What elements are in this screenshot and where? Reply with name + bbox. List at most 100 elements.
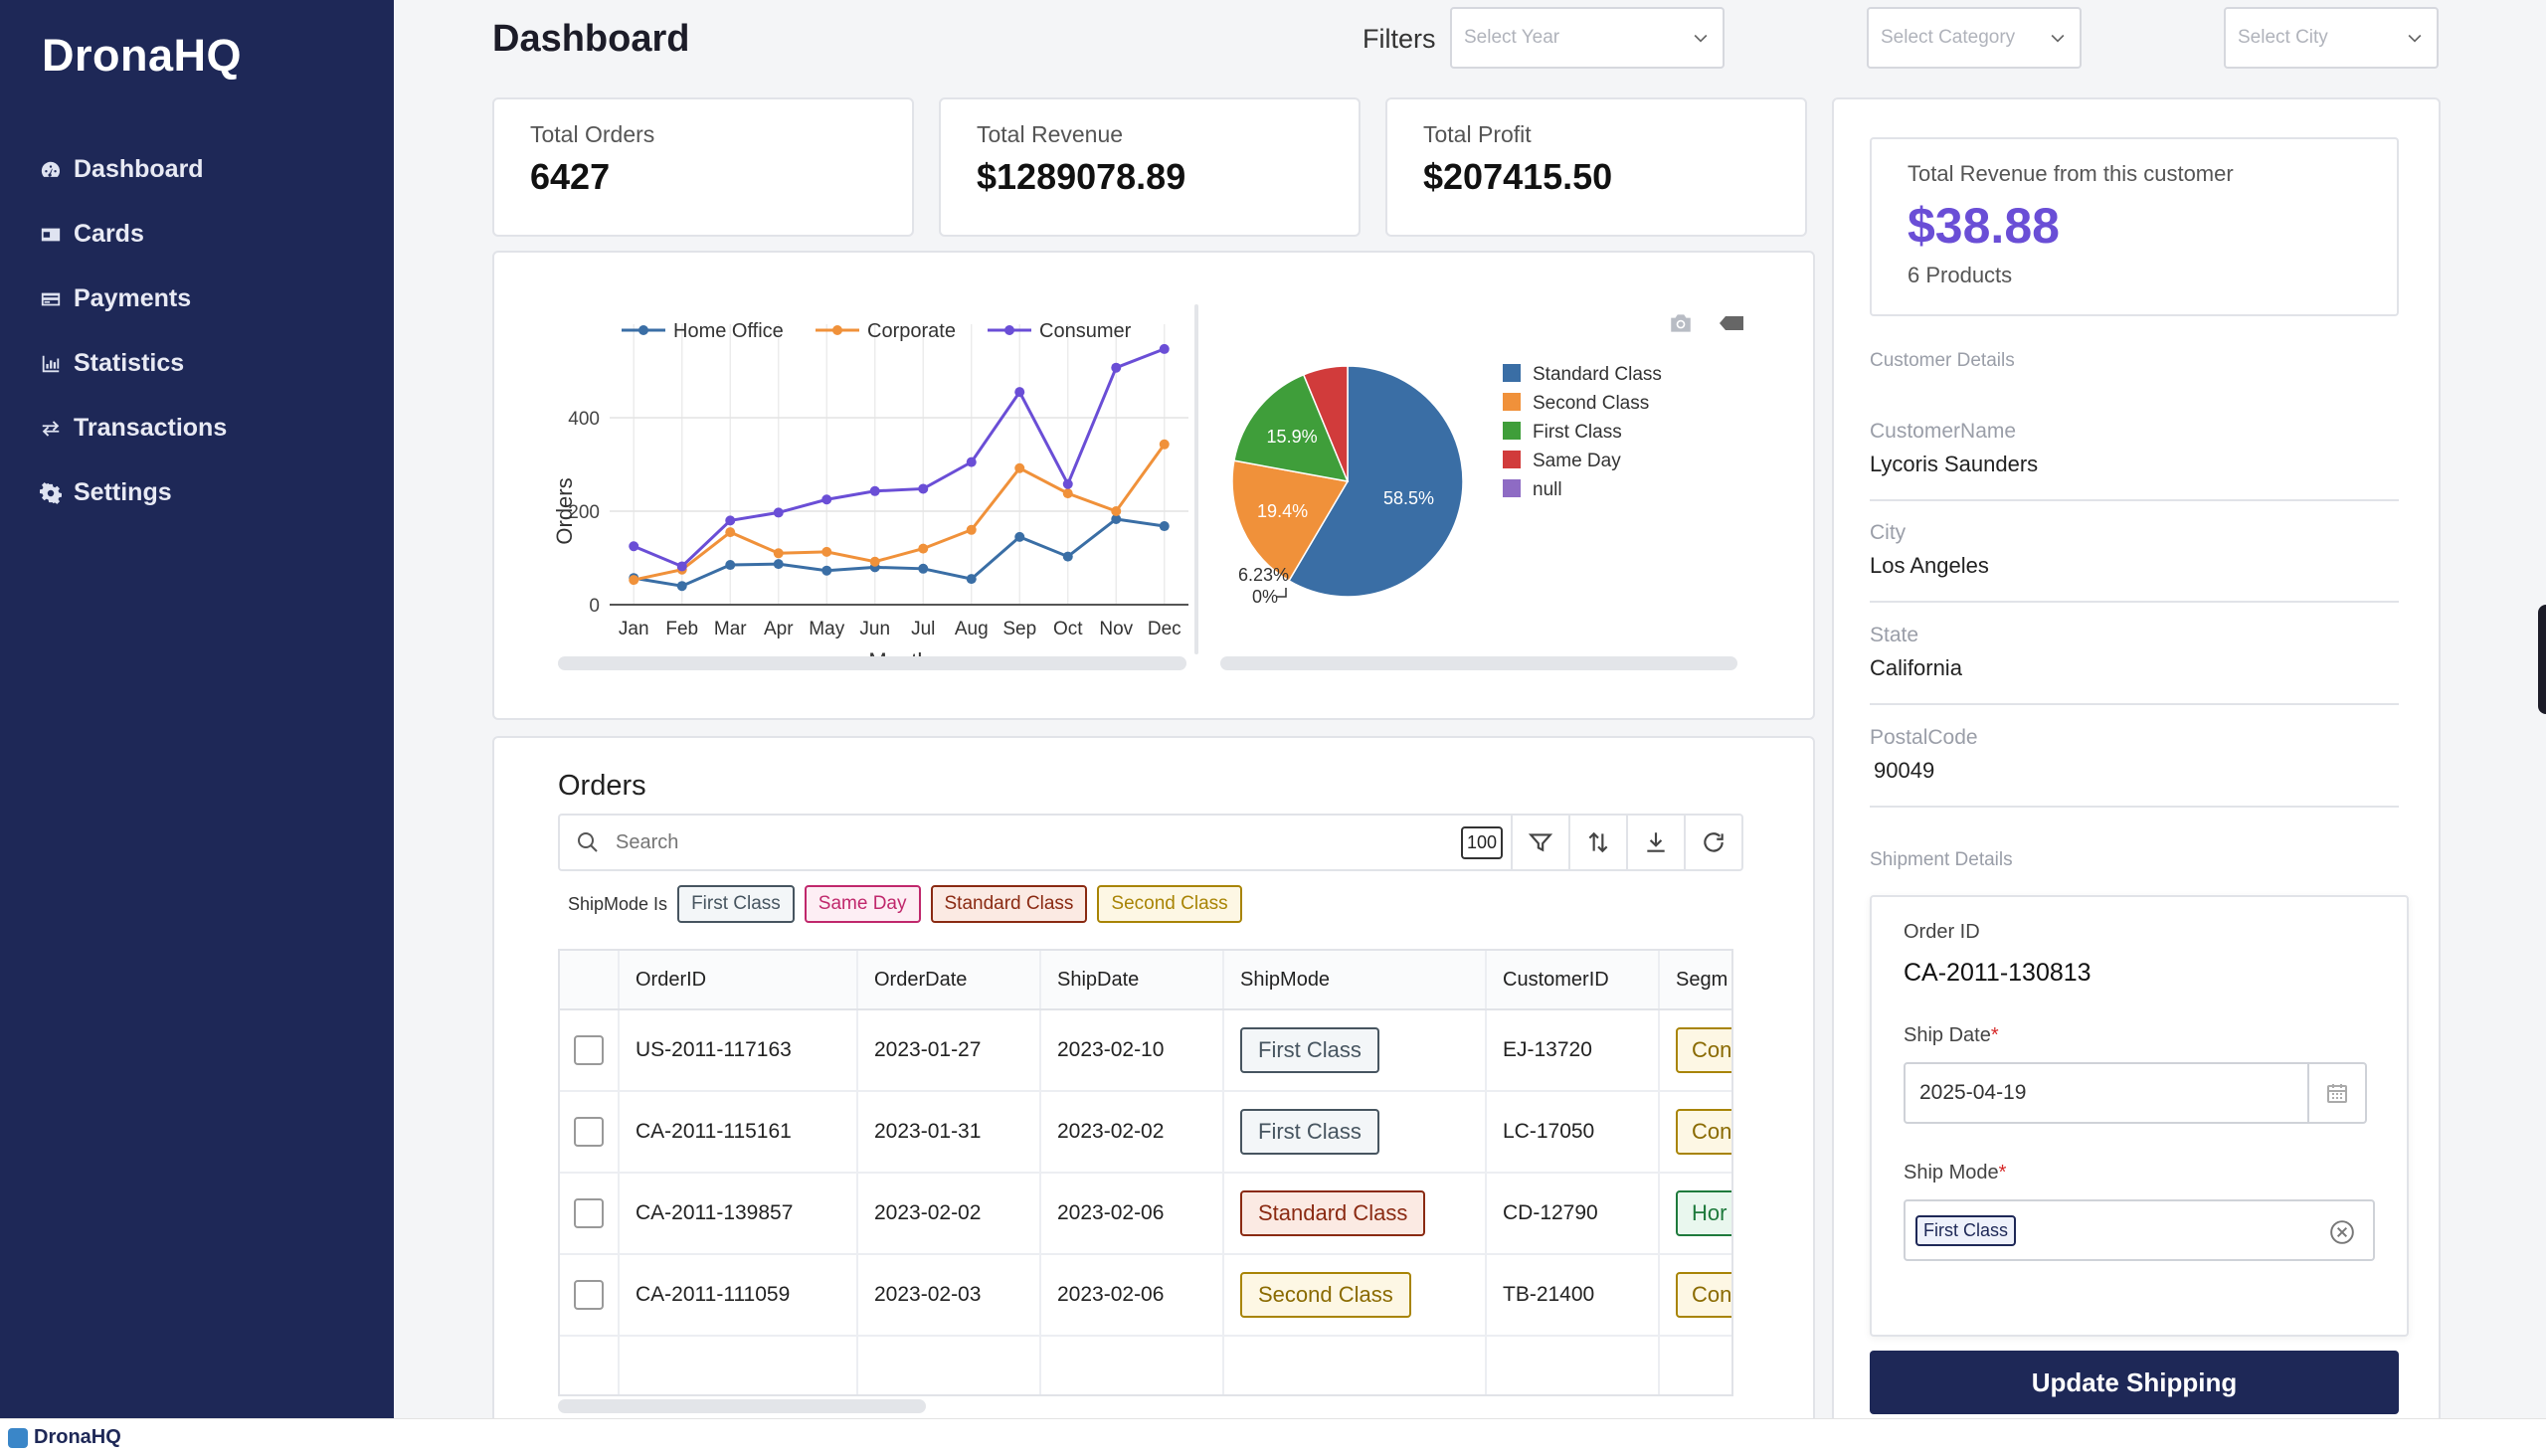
pie-slice-label: 15.9% — [1267, 427, 1318, 447]
row-checkbox[interactable] — [574, 1198, 604, 1228]
customer-panel: Total Revenue from this customer $38.88 … — [1832, 97, 2441, 1430]
credit-card-icon — [40, 288, 62, 310]
data-point — [1111, 506, 1122, 516]
id-card-icon — [40, 224, 62, 246]
ship-date-input[interactable]: 2025-04-19 — [1904, 1062, 2367, 1124]
sidebar-item-label: Dashboard — [74, 155, 204, 183]
ship-mode-selected-tag: First Class — [1915, 1214, 2016, 1246]
chip-standard-class[interactable]: Standard Class — [930, 885, 1088, 923]
ship-mode-select[interactable]: First Class — [1904, 1199, 2375, 1261]
rows-count-badge[interactable]: 100 — [1460, 825, 1503, 859]
data-point — [869, 485, 880, 496]
customer-id-cell: TB-21400 — [1487, 1255, 1660, 1335]
data-point — [1014, 531, 1025, 542]
required-mark: * — [1998, 1162, 2007, 1183]
table-row[interactable]: CA-2011-115161 2023-01-31 2023-02-02 Fir… — [560, 1092, 1731, 1174]
segment-cell: Con — [1660, 1092, 1731, 1172]
data-point — [1062, 551, 1073, 562]
charts-card: 0 200 400 Jan Feb Mar Apr May Jun Jul Aug Sep Oct Nov… — [492, 251, 1815, 720]
legend-marker — [1004, 325, 1014, 335]
year-select[interactable]: Select Year — [1450, 7, 1725, 69]
y-tick-label: 200 — [568, 502, 600, 523]
data-point — [869, 556, 880, 567]
shipment-form: Order ID CA-2011-130813 Ship Date* 2025-… — [1870, 895, 2409, 1337]
download-icon — [1647, 832, 1665, 852]
sidebar-item-cards[interactable]: Cards — [40, 202, 227, 267]
table-row[interactable]: CA-2011-111059 2023-02-03 2023-02-06 Sec… — [560, 1255, 1731, 1337]
city-select[interactable]: Select City — [2224, 7, 2439, 69]
column-header[interactable]: Segm — [1660, 951, 1731, 1008]
revenue-value: $38.88 — [1908, 198, 2060, 254]
chip-second-class[interactable]: Second Class — [1097, 885, 1242, 923]
field-label: PostalCode — [1870, 726, 1978, 749]
search-input[interactable] — [616, 830, 1461, 854]
side-drawer-handle[interactable] — [2538, 605, 2546, 714]
order-id-cell — [620, 1337, 858, 1394]
pie-chart-scrollbar[interactable] — [1220, 656, 1737, 670]
row-checkbox[interactable] — [574, 1035, 604, 1065]
sidebar-item-dashboard[interactable]: Dashboard — [40, 137, 227, 202]
column-header[interactable]: OrderID — [620, 951, 858, 1008]
order-date-cell: 2023-01-31 — [858, 1092, 1041, 1172]
x-tick-label: Jun — [859, 619, 890, 639]
x-tick-label: May — [809, 619, 844, 639]
order-id-cell: US-2011-117163 — [620, 1010, 858, 1090]
chip-first-class[interactable]: First Class — [677, 885, 795, 923]
sidebar-item-label: Settings — [74, 478, 172, 506]
city-field: City Los Angeles — [1870, 521, 2399, 603]
camera-icon[interactable] — [1668, 312, 1694, 339]
segment-tag: Hor — [1676, 1190, 1731, 1236]
line-chart-scrollbar[interactable] — [558, 656, 1186, 670]
data-point — [966, 574, 977, 585]
column-header[interactable]: OrderDate — [858, 951, 1041, 1008]
column-header[interactable]: ShipMode — [1224, 951, 1487, 1008]
ship-mode-label: Ship Mode* — [1904, 1162, 2006, 1184]
customer-id-cell: LC-17050 — [1487, 1092, 1660, 1172]
sidebar-item-statistics[interactable]: Statistics — [40, 331, 227, 396]
sort-button[interactable] — [1568, 816, 1626, 869]
ship-mode-cell: Second Class — [1224, 1255, 1487, 1335]
customer-id-cell — [1487, 1337, 1660, 1394]
legend-swatch — [1503, 479, 1521, 497]
ship-mode-tag: First Class — [1240, 1027, 1379, 1073]
table-row[interactable]: CA-2011-139857 2023-02-02 2023-02-06 Sta… — [560, 1174, 1731, 1255]
tag-icon[interactable] — [1720, 314, 1745, 337]
sidebar-item-label: Payments — [74, 284, 192, 312]
row-select-cell — [560, 1092, 620, 1172]
row-checkbox[interactable] — [574, 1117, 604, 1147]
pie-slice — [1231, 459, 1350, 582]
data-point — [773, 507, 784, 518]
sort-icon — [1588, 831, 1608, 853]
data-point — [725, 515, 736, 526]
category-select[interactable]: Select Category — [1867, 7, 2082, 69]
sidebar-item-transactions[interactable]: Transactions — [40, 396, 227, 460]
swap-arrows-icon — [40, 418, 62, 440]
column-header[interactable]: ShipDate — [1041, 951, 1224, 1008]
filter-button[interactable] — [1511, 816, 1568, 869]
customer-id-cell: CD-12790 — [1487, 1174, 1660, 1253]
chip-same-day[interactable]: Same Day — [804, 885, 921, 923]
sidebar-item-settings[interactable]: Settings — [40, 460, 227, 525]
table-row[interactable]: US-2011-117163 2023-01-27 2023-02-10 Fir… — [560, 1010, 1731, 1092]
ship-mode-tag: Second Class — [1240, 1272, 1411, 1318]
sidebar-item-payments[interactable]: Payments — [40, 267, 227, 331]
pie-slice — [1288, 365, 1464, 598]
gear-icon — [40, 481, 62, 504]
column-header[interactable]: CustomerID — [1487, 951, 1660, 1008]
row-select-cell — [560, 1010, 620, 1090]
update-shipping-button[interactable]: Update Shipping — [1870, 1351, 2399, 1414]
refresh-button[interactable] — [1684, 816, 1741, 869]
legend-label: Second Class — [1533, 393, 1649, 414]
shipmode-filter-chips: ShipMode Is First Class Same Day Standar… — [568, 885, 1252, 923]
segment-cell: Hor — [1660, 1174, 1731, 1253]
data-point — [1159, 521, 1170, 532]
row-checkbox[interactable] — [574, 1280, 604, 1310]
segment-tag: Con — [1676, 1272, 1731, 1318]
orders-table: OrderID OrderDate ShipDate ShipMode Cust… — [558, 949, 1733, 1396]
data-point — [918, 483, 929, 494]
table-horizontal-scrollbar[interactable] — [558, 1399, 926, 1413]
row-select-cell — [560, 1174, 620, 1253]
clear-circle-icon[interactable] — [2329, 1219, 2355, 1245]
calendar-icon[interactable] — [2307, 1064, 2365, 1122]
download-button[interactable] — [1626, 816, 1684, 869]
